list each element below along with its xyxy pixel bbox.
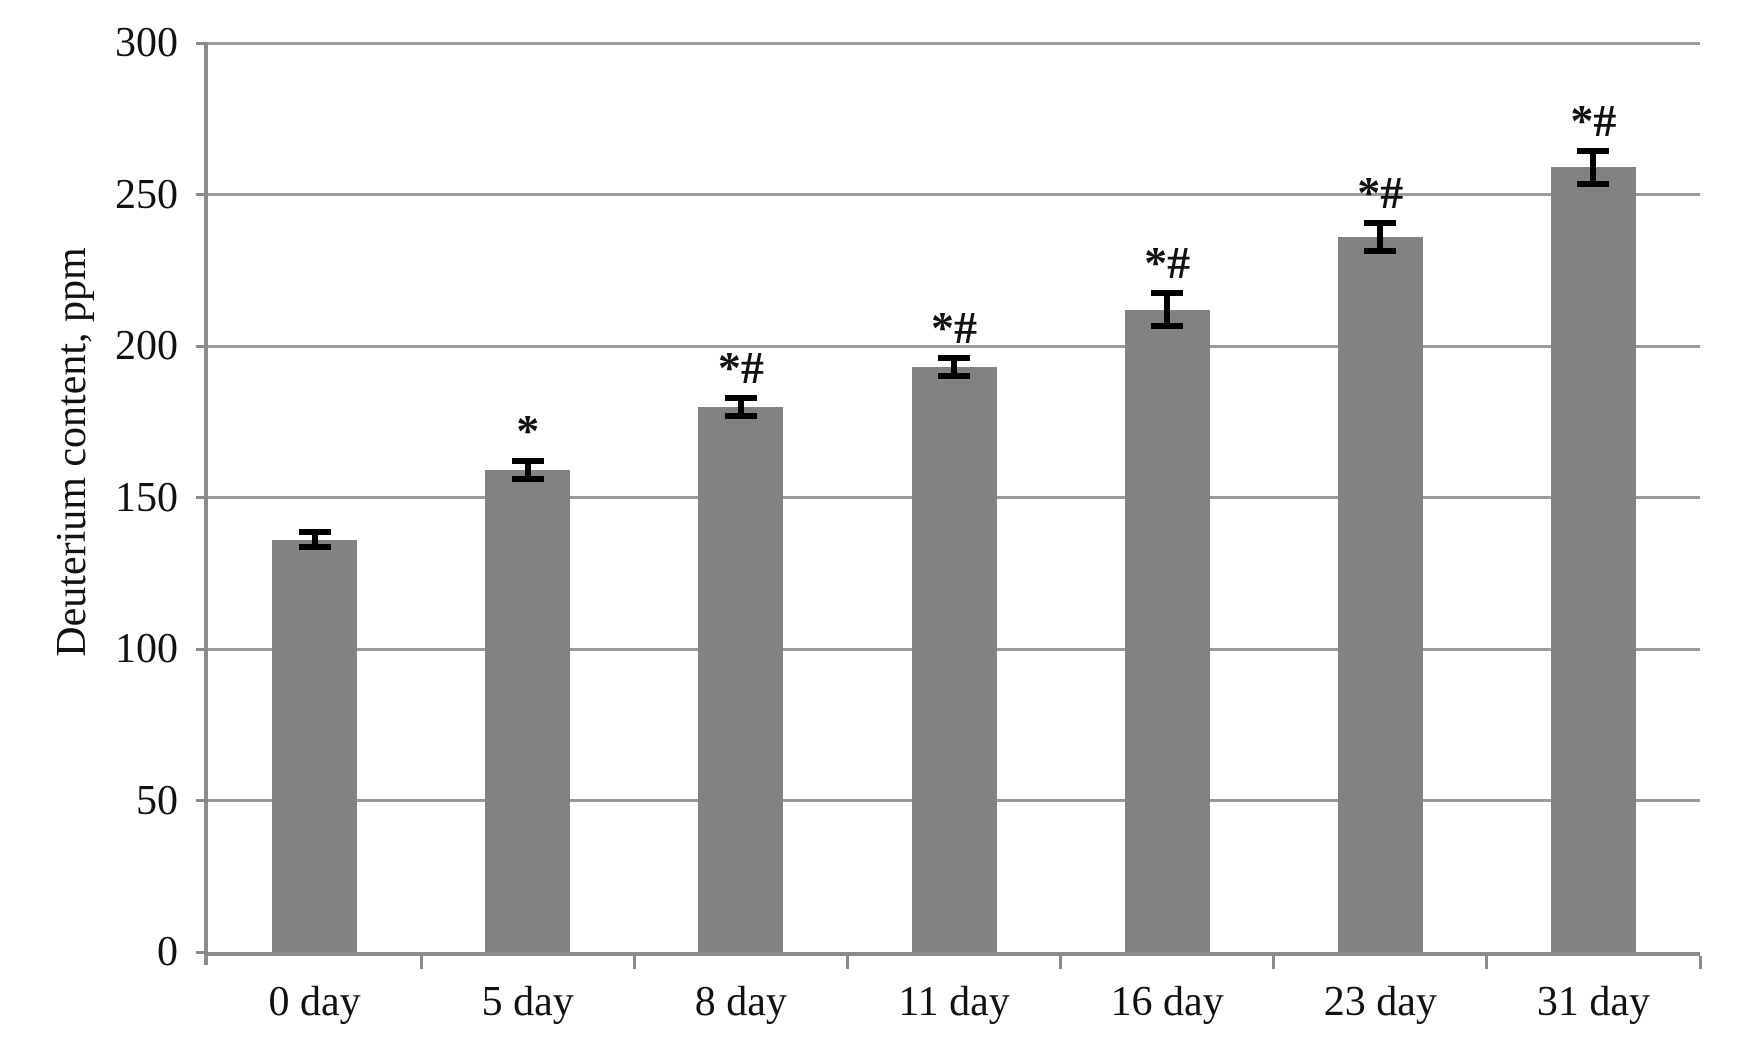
gridline (208, 41, 1700, 45)
bar (911, 367, 997, 952)
x-tick-label: 16 day (1110, 979, 1224, 1025)
y-tick-label: 150 (115, 474, 178, 521)
y-tick-label: 100 (115, 626, 178, 672)
x-tick-mark (1059, 956, 1063, 969)
y-tick-label: 0 (157, 929, 178, 975)
x-tick-mark (632, 956, 636, 969)
x-tick-mark (845, 956, 849, 969)
error-bar-bottom-cap (938, 373, 970, 380)
x-tick-label: 11 day (898, 979, 1010, 1025)
x-tick-label: 8 day (694, 979, 787, 1025)
bar (272, 539, 358, 952)
error-bar-top-cap (1577, 147, 1610, 154)
error-bar-bottom-cap (298, 544, 331, 551)
x-tick-label: 5 day (481, 979, 574, 1025)
error-bar-top-cap (1364, 220, 1397, 227)
y-tick-mark (196, 496, 208, 499)
y-axis-line (204, 43, 208, 965)
y-tick-mark (196, 344, 208, 348)
error-bar-stem (1164, 292, 1171, 327)
significance-annotation: *# (1144, 236, 1191, 288)
y-tick-mark (196, 41, 208, 45)
x-tick-label: 31 day (1536, 979, 1650, 1025)
y-tick-label: 300 (115, 20, 178, 66)
x-tick-mark (1485, 956, 1489, 969)
error-bar-bottom-cap (511, 476, 544, 483)
y-tick-mark (196, 950, 208, 954)
error-bar-bottom-cap (724, 412, 757, 419)
significance-annotation: *# (1357, 167, 1404, 219)
error-bar-bottom-cap (1151, 323, 1184, 330)
significance-annotation: *# (931, 302, 977, 354)
y-tick-mark (196, 647, 208, 651)
error-bar-stem (524, 461, 531, 480)
x-tick-label: 23 day (1323, 979, 1437, 1025)
error-bar-top-cap (298, 529, 331, 536)
significance-annotation: *# (1570, 94, 1617, 146)
y-tick-label: 200 (115, 323, 178, 369)
x-tick-mark (1698, 956, 1702, 969)
bar (485, 470, 571, 952)
y-tick-mark (196, 799, 208, 802)
y-tick-label: 250 (115, 171, 178, 218)
error-bar-stem (1590, 150, 1597, 184)
error-bar-bottom-cap (1577, 180, 1610, 187)
bar (1550, 167, 1636, 952)
x-tick-mark (1272, 956, 1276, 969)
bar (698, 406, 784, 952)
error-bar-stem (737, 397, 744, 416)
error-bar-top-cap (938, 355, 970, 362)
error-bar-stem (311, 532, 318, 548)
error-bar-bottom-cap (1364, 247, 1397, 254)
gridline (208, 193, 1700, 196)
error-bar-top-cap (511, 458, 544, 465)
y-tick-mark (196, 193, 208, 196)
significance-annotation: * (516, 405, 540, 457)
bar (1124, 309, 1210, 952)
significance-annotation: *# (717, 341, 764, 393)
y-tick-label: 50 (136, 777, 178, 824)
x-tick-mark (419, 956, 423, 969)
x-axis-line (204, 952, 1700, 956)
error-bar-stem (951, 358, 957, 377)
error-bar-top-cap (724, 394, 757, 401)
error-bar-top-cap (1151, 289, 1184, 296)
gridline (208, 344, 1700, 348)
x-tick-label: 0 day (268, 979, 361, 1025)
error-bar-stem (1377, 223, 1384, 251)
bar (1337, 236, 1423, 952)
